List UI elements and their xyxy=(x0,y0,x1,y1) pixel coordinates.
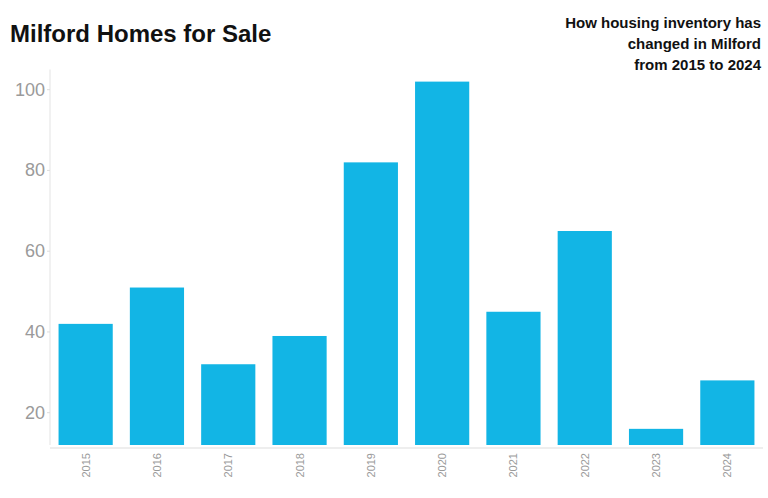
y-tick xyxy=(47,331,50,332)
y-tick-label: 80 xyxy=(25,160,45,180)
x-tick-label: 2023 xyxy=(650,453,662,477)
bar xyxy=(558,231,612,445)
y-tick xyxy=(47,170,50,171)
x-tick-label: 2018 xyxy=(294,453,306,477)
subtitle: changed in Milford xyxy=(628,35,761,52)
y-tick-label: 40 xyxy=(25,322,45,342)
bar xyxy=(486,312,540,445)
y-tick xyxy=(47,251,50,252)
y-tick-label: 100 xyxy=(15,80,45,100)
y-tick-label: 20 xyxy=(25,403,45,423)
title: Milford Homes for Sale xyxy=(10,20,271,47)
x-tick-label: 2024 xyxy=(721,453,733,477)
bar xyxy=(59,324,113,445)
bars xyxy=(59,82,755,445)
x-tick-label: 2020 xyxy=(436,453,448,477)
x-axis-line xyxy=(50,448,763,449)
x-tick-label: 2019 xyxy=(365,453,377,477)
bar xyxy=(201,364,255,445)
bar xyxy=(344,162,398,445)
bar xyxy=(130,288,184,445)
x-tick-label: 2022 xyxy=(579,453,591,477)
x-tick-label: 2017 xyxy=(222,453,234,477)
bar xyxy=(629,429,683,445)
bar xyxy=(700,380,754,445)
y-tick xyxy=(47,412,50,413)
subtitle: from 2015 to 2024 xyxy=(634,56,761,73)
bar xyxy=(272,336,326,445)
x-tick-label: 2015 xyxy=(80,453,92,477)
chart: Milford Homes for Sale How housing invent… xyxy=(0,0,768,498)
x-tick-label: 2016 xyxy=(151,453,163,477)
y-tick-label: 60 xyxy=(25,241,45,261)
y-tick xyxy=(47,89,50,90)
y-axis-line xyxy=(50,70,51,446)
bar xyxy=(415,82,469,445)
x-tick-label: 2021 xyxy=(507,453,519,477)
subtitle: How housing inventory has xyxy=(565,14,761,31)
